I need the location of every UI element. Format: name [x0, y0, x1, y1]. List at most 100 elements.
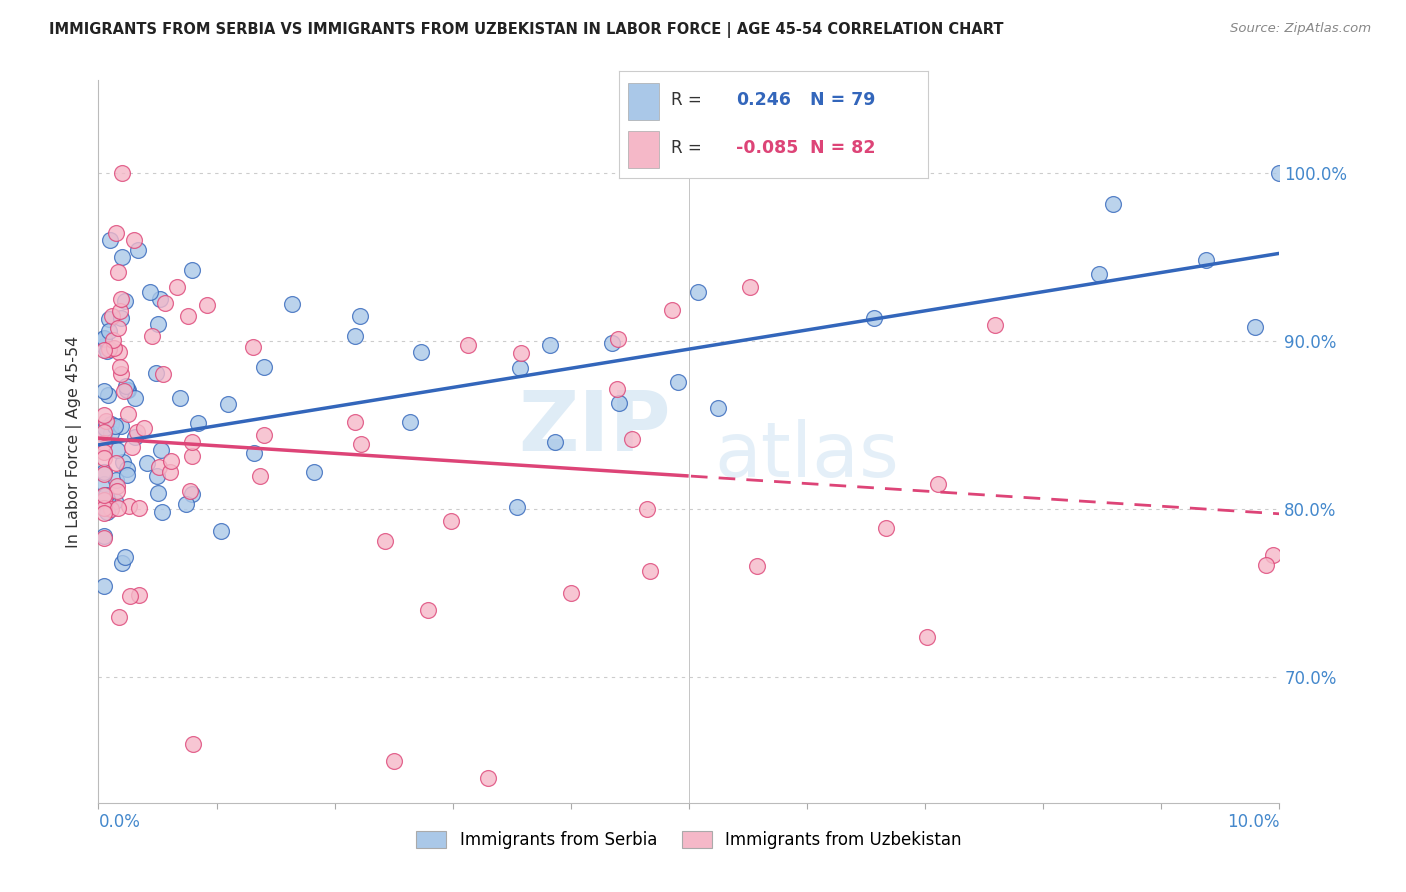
- Point: [1102, 197, 1125, 211]
- Point: [607, 396, 630, 410]
- Point: [127, 243, 149, 257]
- Point: [1263, 549, 1285, 563]
- Point: [146, 469, 169, 483]
- Point: [101, 333, 124, 347]
- Text: ZIP: ZIP: [519, 386, 671, 467]
- Point: [915, 630, 938, 644]
- Point: [127, 425, 149, 439]
- Point: [242, 340, 264, 354]
- Text: N = 82: N = 82: [810, 139, 876, 157]
- Point: [94, 420, 117, 434]
- Point: [96, 492, 118, 507]
- Point: [181, 263, 204, 277]
- Point: [160, 454, 183, 468]
- Point: [707, 401, 730, 415]
- Point: [97, 343, 120, 357]
- Point: [148, 459, 170, 474]
- Point: [349, 309, 371, 323]
- Point: [180, 449, 202, 463]
- Point: [104, 456, 127, 470]
- Point: [399, 415, 422, 429]
- Point: [477, 771, 499, 785]
- Point: [174, 497, 197, 511]
- Point: [249, 468, 271, 483]
- Point: [110, 360, 132, 375]
- Point: [153, 296, 176, 310]
- Point: [114, 550, 136, 565]
- Point: [876, 521, 898, 535]
- Point: [94, 414, 117, 428]
- Point: [124, 430, 146, 444]
- Point: [179, 483, 201, 498]
- Point: [115, 383, 138, 397]
- Point: [457, 338, 479, 352]
- Point: [150, 505, 173, 519]
- Point: [117, 384, 139, 398]
- Point: [93, 529, 115, 543]
- Point: [509, 361, 531, 376]
- Point: [862, 311, 884, 326]
- Point: [124, 392, 146, 406]
- Point: [110, 368, 132, 382]
- Point: [343, 415, 366, 429]
- Point: [136, 456, 159, 470]
- Point: [148, 318, 170, 332]
- Point: [187, 416, 209, 430]
- Point: [93, 467, 115, 482]
- Point: [544, 434, 567, 449]
- Point: [108, 345, 131, 359]
- Point: [100, 417, 122, 432]
- Point: [93, 408, 115, 422]
- Point: [107, 321, 129, 335]
- Text: 0.246: 0.246: [737, 91, 792, 109]
- Point: [181, 737, 204, 751]
- Text: 10.0%: 10.0%: [1227, 813, 1279, 830]
- Point: [1194, 253, 1216, 268]
- Point: [93, 492, 115, 507]
- Text: -0.085: -0.085: [737, 139, 799, 157]
- Text: N = 79: N = 79: [810, 91, 876, 109]
- Point: [181, 486, 204, 500]
- Point: [93, 343, 115, 358]
- Point: [117, 407, 139, 421]
- Point: [217, 397, 239, 411]
- Point: [93, 426, 115, 441]
- FancyBboxPatch shape: [628, 131, 659, 168]
- Point: [105, 483, 128, 498]
- Point: [209, 524, 232, 538]
- Y-axis label: In Labor Force | Age 45-54: In Labor Force | Age 45-54: [66, 335, 83, 548]
- Point: [114, 293, 136, 308]
- Point: [180, 434, 202, 449]
- Point: [343, 328, 366, 343]
- Point: [166, 280, 188, 294]
- Point: [96, 488, 118, 502]
- Point: [98, 324, 121, 338]
- Point: [152, 367, 174, 381]
- Point: [149, 292, 172, 306]
- Point: [93, 435, 115, 450]
- Point: [93, 579, 115, 593]
- Point: [100, 502, 122, 516]
- Point: [93, 501, 115, 516]
- Point: [146, 486, 169, 500]
- Point: [666, 375, 689, 389]
- Point: [93, 445, 115, 459]
- Text: R =: R =: [671, 91, 707, 109]
- Point: [1087, 268, 1109, 282]
- Point: [253, 427, 276, 442]
- Point: [149, 442, 172, 457]
- Text: 0.0%: 0.0%: [98, 813, 141, 830]
- Point: [688, 285, 710, 299]
- Point: [538, 337, 561, 351]
- Point: [107, 609, 129, 624]
- Point: [110, 419, 132, 434]
- Point: [145, 366, 167, 380]
- Point: [176, 309, 198, 323]
- Point: [281, 297, 304, 311]
- Point: [636, 501, 658, 516]
- Point: [638, 564, 661, 578]
- Text: IMMIGRANTS FROM SERBIA VS IMMIGRANTS FROM UZBEKISTAN IN LABOR FORCE | AGE 45-54 : IMMIGRANTS FROM SERBIA VS IMMIGRANTS FRO…: [49, 22, 1004, 38]
- Point: [115, 467, 138, 482]
- Point: [110, 293, 132, 307]
- Point: [121, 440, 143, 454]
